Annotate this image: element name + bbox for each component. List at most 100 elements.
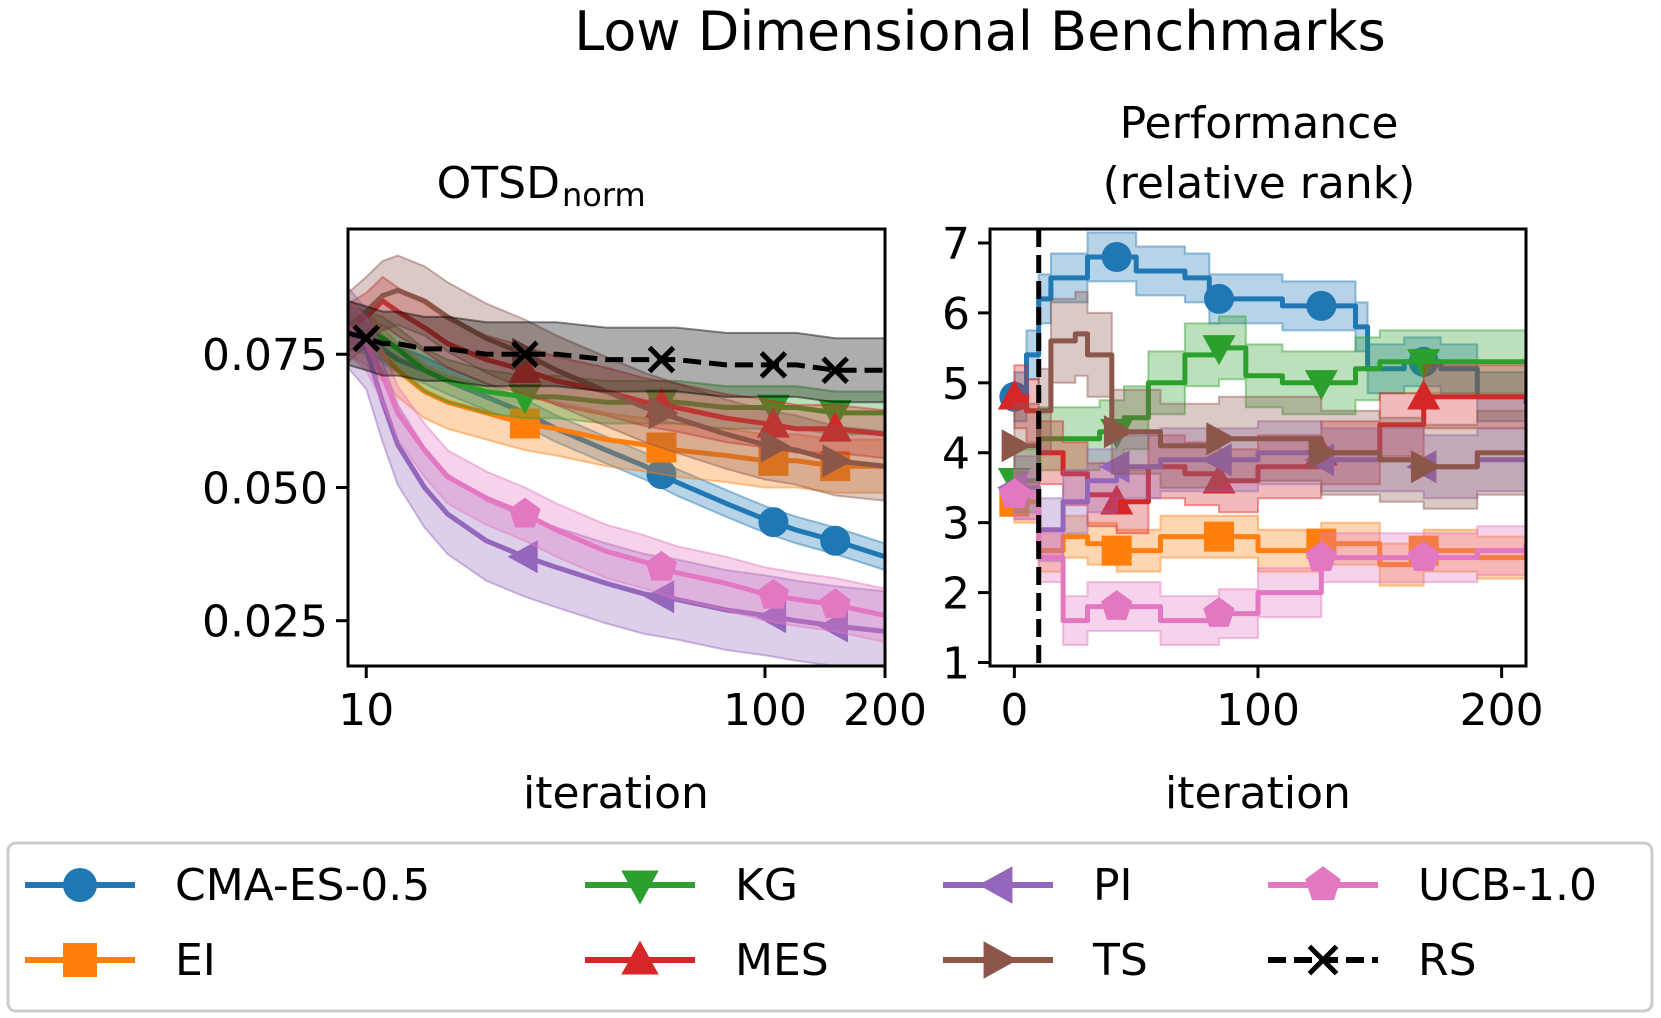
y-tick-label: 1	[942, 639, 970, 690]
marker-cma-es-0-5-0	[646, 459, 677, 490]
marker-kg-3	[1304, 370, 1338, 401]
legend-label-cma-es-0-5: CMA-ES-0.5	[175, 860, 430, 911]
y-tick-label: 0.075	[202, 330, 328, 381]
band-ei	[348, 299, 885, 494]
band-ucb-1-0	[1013, 469, 1526, 646]
marker-ucb-1-0-1	[645, 550, 678, 581]
x-tick-label: 100	[1216, 685, 1300, 736]
x-tick-label: 200	[1460, 685, 1544, 736]
marker-ucb-1-0-0	[998, 478, 1031, 508]
band-kg	[348, 305, 885, 436]
marker-cma-es-0-5-1	[1101, 241, 1132, 272]
x-tick-label: 100	[723, 685, 807, 736]
otsd-norm-plot: 10 100 200 0.025 0.050 0.075	[202, 227, 927, 736]
band-rs	[348, 299, 885, 404]
marker-ts-0	[1001, 429, 1032, 463]
left-panel-title: OTSD	[437, 158, 560, 209]
legend-marker-mes	[621, 940, 659, 975]
marker-ucb-1-0-3	[1305, 541, 1337, 571]
marker-cma-es-0-5-2	[820, 525, 851, 556]
legend-label-kg: KG	[735, 860, 798, 911]
band-pi	[1013, 420, 1526, 563]
y-tick-label: 4	[942, 429, 970, 480]
y-tick-label: 5	[942, 359, 970, 410]
legend-label-ts: TS	[1092, 935, 1148, 986]
figure-title: Low Dimensional Benchmarks	[574, 0, 1386, 63]
marker-rs-2	[647, 345, 676, 374]
y-tick-label: 7	[942, 219, 970, 270]
right-x-axis-label: iteration	[1165, 768, 1351, 819]
y-tick-label: 0.050	[202, 463, 328, 514]
marker-ei-0	[509, 408, 540, 439]
legend-marker-ei	[63, 943, 97, 977]
legend: CMA-ES-0.5 EI KG MES PI TS UCB-1.0 RS	[6, 841, 1654, 1013]
marker-ucb-1-0-1	[1101, 590, 1133, 620]
y-tick-label: 3	[942, 499, 970, 550]
legend-label-ei: EI	[175, 935, 216, 986]
marker-kg-4	[1407, 349, 1441, 380]
legend-marker-kg	[621, 870, 659, 905]
marker-pi-0	[507, 540, 538, 574]
marker-ucb-1-0-4	[1408, 541, 1440, 571]
marker-ts-1	[1103, 415, 1134, 449]
marker-mes-3	[818, 411, 852, 442]
marker-ei-2	[1204, 521, 1235, 552]
marker-cma-es-0-5-3	[1306, 290, 1337, 321]
legend-label-pi: PI	[1093, 860, 1133, 911]
marker-cma-es-0-5-1	[758, 507, 789, 538]
x-tick-label: 0	[1000, 685, 1028, 736]
legend-label-ucb-1-0: UCB-1.0	[1418, 860, 1597, 911]
legend-label-rs: RS	[1418, 935, 1477, 986]
y-tick-label: 0.025	[202, 597, 328, 648]
band-ts	[1013, 290, 1526, 510]
marker-mes-4	[1407, 379, 1441, 410]
legend-frame	[6, 841, 1654, 1013]
band-cma-es-0-5	[1013, 231, 1526, 429]
marker-rs-0	[352, 324, 381, 353]
legend-marker-cma-es-0-5	[63, 868, 97, 902]
panel-left-frame	[346, 227, 887, 668]
marker-cma-es-0-5-2	[1204, 283, 1235, 314]
marker-rs-3	[759, 351, 788, 379]
marker-ts-1	[648, 396, 679, 430]
panel-left-plot-area	[348, 254, 885, 666]
marker-ts-3	[1308, 436, 1339, 470]
marker-ts-2	[1206, 422, 1237, 456]
panel-right-plot-area	[997, 229, 1526, 666]
marker-mes-0	[997, 379, 1031, 410]
marker-ucb-1-0-2	[757, 578, 790, 609]
marker-ts-3	[822, 444, 853, 478]
x-tick-label: 10	[338, 685, 394, 736]
marker-mes-2	[756, 407, 790, 438]
marker-ei-1	[646, 432, 677, 463]
series-line-mes	[1014, 394, 1526, 505]
right-panel-title-line1: Performance	[1120, 98, 1399, 149]
left-panel-title-subscript: norm	[562, 176, 646, 214]
legend-label-mes: MES	[735, 935, 829, 986]
right-panel-title-line2: (relative rank)	[1103, 158, 1416, 209]
y-tick-label: 6	[942, 289, 970, 340]
marker-kg-0	[508, 384, 542, 415]
marker-ts-2	[760, 429, 791, 463]
legend-marker-rs	[1307, 944, 1339, 976]
marker-rs-1	[511, 340, 539, 369]
marker-ts-4	[1410, 450, 1441, 484]
y-tick-label: 2	[942, 569, 970, 620]
performance-rank-plot: 0 100 200 1 2 3 4 5 6 7	[942, 219, 1544, 736]
marker-kg-2	[1202, 335, 1236, 366]
marker-mes-1	[1100, 484, 1134, 515]
marker-ucb-1-0-3	[819, 588, 851, 619]
marker-rs-4	[821, 356, 849, 384]
left-x-axis-label: iteration	[523, 768, 709, 819]
marker-pi-2	[1201, 443, 1232, 477]
marker-mes-2	[1202, 463, 1236, 494]
marker-ucb-1-0-0	[509, 497, 541, 528]
marker-ucb-1-0-2	[1203, 597, 1235, 627]
band-kg	[1013, 315, 1526, 514]
x-tick-label: 200	[843, 685, 927, 736]
legend-marker-pi	[978, 866, 1013, 904]
marker-pi-1	[1099, 450, 1130, 484]
marker-ei-1	[1101, 535, 1132, 566]
legend-marker-ucb-1-0	[1305, 866, 1341, 901]
